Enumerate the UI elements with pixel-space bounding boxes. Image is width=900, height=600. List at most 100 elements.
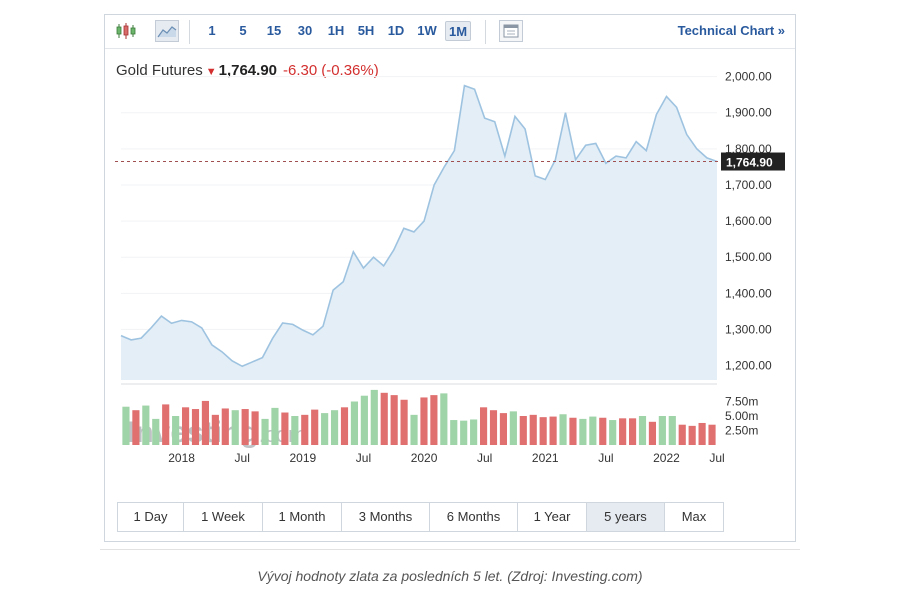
price-change: -6.30 [283,62,318,79]
interval-5[interactable]: 5 [239,23,247,38]
volume-bar [340,407,349,445]
volume-bar [271,407,279,445]
volume-bar [291,416,299,445]
volume-bar [579,418,587,445]
volume-bar [420,397,428,445]
volume-bar [450,420,458,445]
calendar-icon[interactable] [499,20,523,42]
x-tick-label: Jul [598,451,613,465]
x-tick-label: Jul [235,451,250,465]
quote-header: Gold Futures ▼ 1,764.90 -6.30 (-0.36%) [116,62,383,79]
interval-1w[interactable]: 1W [417,23,437,38]
range-6-months[interactable]: 6 Months [430,503,518,531]
volume-bar [350,401,359,445]
volume-bar [619,418,627,445]
y-tick-label: 1,700.00 [725,178,772,192]
y-tick-label: 1,900.00 [725,106,772,120]
volume-bar [539,417,547,445]
volume-bar [440,393,448,445]
volume-bar [201,400,210,445]
volume-bar [569,417,577,445]
volume-bar [281,412,289,445]
volume-tick-label: 5.00m [725,409,758,423]
x-tick-label: 2018 [168,451,195,465]
volume-bar [489,410,498,445]
toolbar-separator [485,20,486,44]
volume-bar [311,409,319,445]
volume-bar [162,404,170,445]
technical-chart-link[interactable]: Technical Chart » [677,23,785,38]
volume-bar [479,407,488,445]
volume-bar [678,424,686,445]
candlestick-icon[interactable] [114,20,138,42]
volume-bar [360,395,368,445]
range-1-month[interactable]: 1 Month [263,503,342,531]
volume-bar [609,420,617,445]
price-change-percent: (-0.36%) [321,62,379,79]
volume-bar [251,411,259,445]
interval-1[interactable]: 1 [208,23,216,38]
volume-bar [241,409,249,445]
y-tick-label: 2,000.00 [725,70,772,84]
volume-bar [390,395,398,445]
volume-tick-label: 7.50m [725,395,758,409]
volume-bar [152,418,160,445]
volume-bar [132,410,140,445]
range-1-week[interactable]: 1 Week [184,503,263,531]
volume-bar [599,417,607,445]
x-tick-label: 2022 [653,451,680,465]
volume-bar [181,407,190,445]
interval-1m[interactable]: 1M [445,21,471,41]
volume-tick-label: 2.50m [725,424,758,438]
volume-bar [519,416,527,445]
interval-1d[interactable]: 1D [387,23,405,38]
toolbar-separator [189,20,190,44]
range-5-years[interactable]: 5 years [587,503,665,531]
y-tick-label: 1,500.00 [725,250,772,264]
area-chart-icon[interactable] [155,20,179,42]
range-1-day[interactable]: 1 Day [118,503,184,531]
volume-bar [122,406,130,445]
volume-bar [261,418,269,445]
last-price-label-box [721,152,785,171]
last-price-label: 1,764.90 [726,156,773,170]
x-tick-label: 2020 [411,451,438,465]
volume-bar [231,410,239,445]
caption-divider [100,549,800,550]
y-tick-label: 1,600.00 [725,214,772,228]
volume-bar [460,420,468,445]
range-selector: 1 Day 1 Week 1 Month 3 Months 6 Months 1… [117,502,724,532]
range-3-months[interactable]: 3 Months [342,503,430,531]
volume-bar [708,424,716,445]
volume-bar [529,414,537,445]
volume-bar [221,408,229,445]
x-tick-label: Jul [709,451,724,465]
y-tick-label: 1,400.00 [725,286,772,300]
chart-toolbar: 1 5 15 30 1H 5H 1D 1W 1M Technical Chart… [105,15,795,49]
volume-bar [211,414,219,445]
x-tick-label: 2019 [289,451,316,465]
volume-bar [549,416,557,445]
volume-bar [509,411,517,445]
volume-bar [321,413,329,445]
interval-30[interactable]: 30 [297,23,313,38]
volume-bar [698,422,706,445]
price-area [121,85,717,380]
volume-bar [400,399,408,445]
volume-bar [628,418,637,445]
interval-5h[interactable]: 5H [357,23,375,38]
interval-15[interactable]: 15 [266,23,282,38]
x-tick-label: Jul [356,451,371,465]
last-price: 1,764.90 [218,62,277,79]
range-1-year[interactable]: 1 Year [518,503,587,531]
price-line [120,84,718,368]
down-arrow-icon: ▼ [205,66,217,78]
volume-bar [172,416,180,445]
range-max[interactable]: Max [665,503,723,531]
volume-bar [301,414,309,445]
price-chart: Investing.com1,200.001,300.001,400.001,5… [115,70,785,465]
x-tick-label: 2021 [532,451,559,465]
volume-bar [499,413,508,445]
interval-1h[interactable]: 1H [327,23,345,38]
volume-bar [638,416,647,445]
